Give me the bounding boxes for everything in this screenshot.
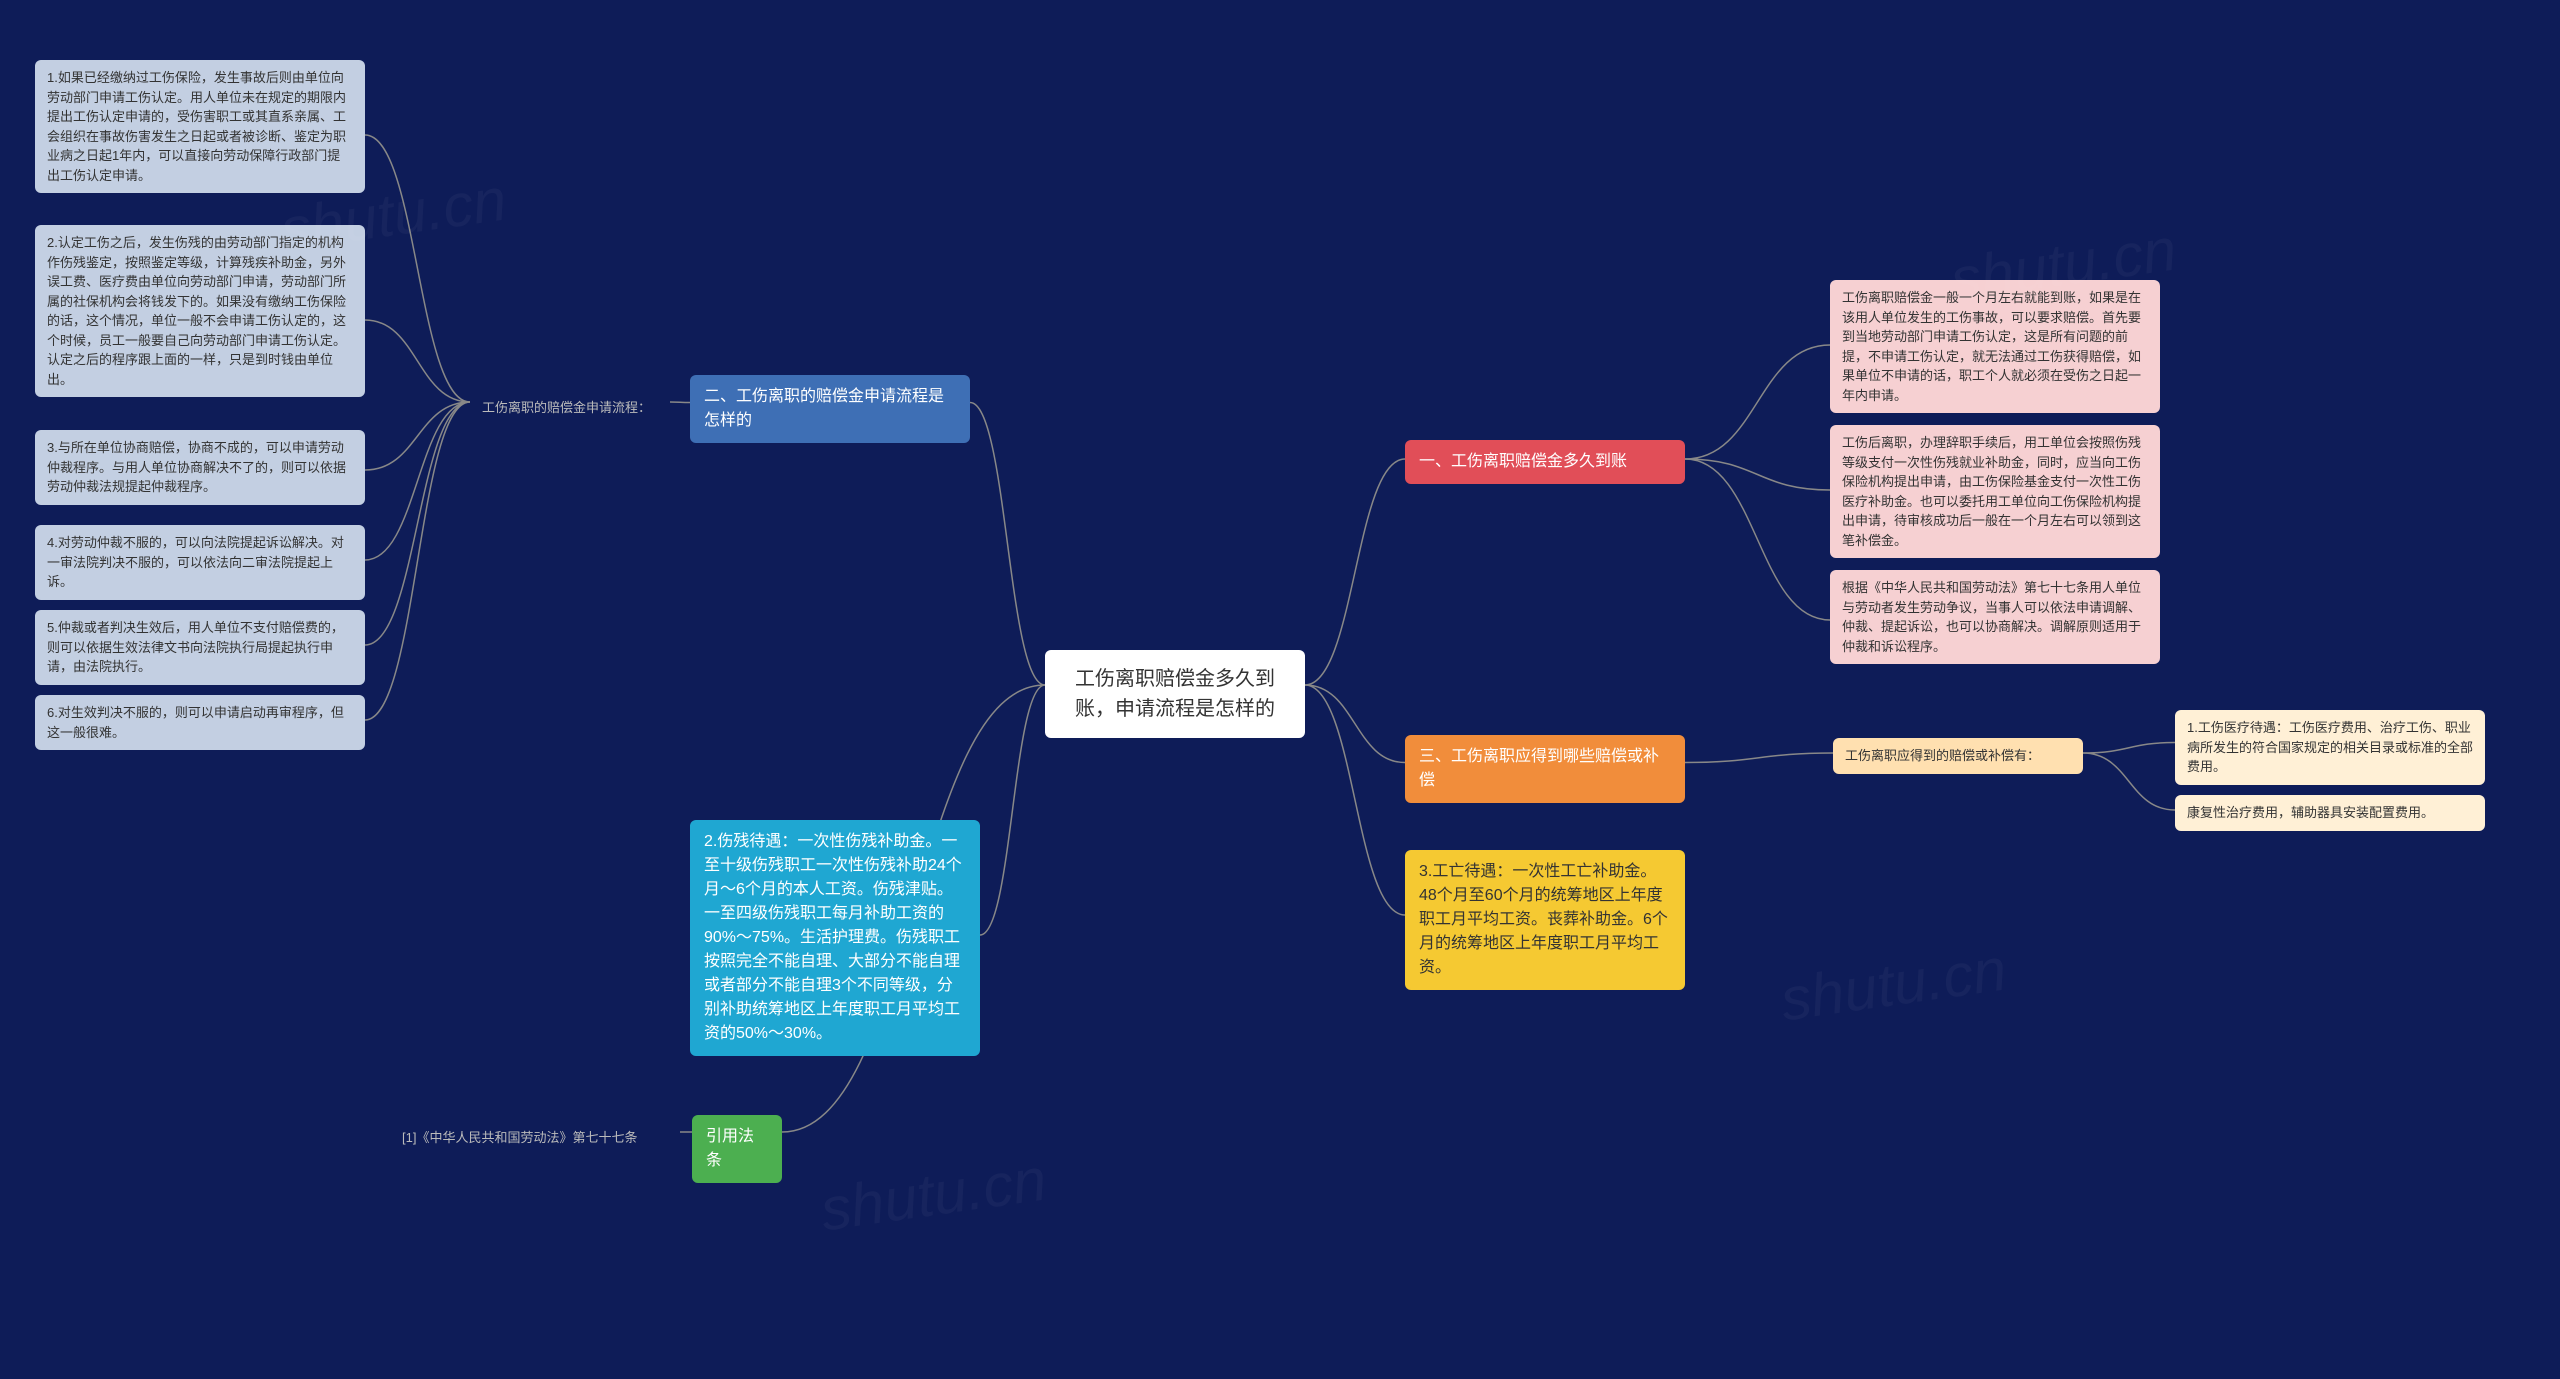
mindmap-node: 工伤离职应得到的赔偿或补偿有： bbox=[1833, 738, 2083, 774]
mindmap-node: 引用法条 bbox=[692, 1115, 782, 1183]
watermark: shutu.cn bbox=[816, 1145, 1050, 1245]
branch-sublabel: [1]《中华人民共和国劳动法》第七十七条 bbox=[390, 1120, 680, 1156]
mindmap-node: 三、工伤离职应得到哪些赔偿或补偿 bbox=[1405, 735, 1685, 803]
mindmap-node: 3.工亡待遇：一次性工亡补助金。48个月至60个月的统筹地区上年度职工月平均工资… bbox=[1405, 850, 1685, 990]
mindmap-node: 一、工伤离职赔偿金多久到账 bbox=[1405, 440, 1685, 484]
mindmap-node: 康复性治疗费用，辅助器具安装配置费用。 bbox=[2175, 795, 2485, 831]
mindmap-node: 5.仲裁或者判决生效后，用人单位不支付赔偿费的，则可以依据生效法律文书向法院执行… bbox=[35, 610, 365, 685]
mindmap-node: 根据《中华人民共和国劳动法》第七十七条用人单位与劳动者发生劳动争议，当事人可以依… bbox=[1830, 570, 2160, 664]
mindmap-node: 1.如果已经缴纳过工伤保险，发生事故后则由单位向劳动部门申请工伤认定。用人单位未… bbox=[35, 60, 365, 193]
mindmap-node: 工伤离职赔偿金一般一个月左右就能到账，如果是在该用人单位发生的工伤事故，可以要求… bbox=[1830, 280, 2160, 413]
mindmap-node: 二、工伤离职的赔偿金申请流程是怎样的 bbox=[690, 375, 970, 443]
mindmap-node: 2.认定工伤之后，发生伤残的由劳动部门指定的机构作伤残鉴定，按照鉴定等级，计算残… bbox=[35, 225, 365, 397]
mindmap-node: 4.对劳动仲裁不服的，可以向法院提起诉讼解决。对一审法院判决不服的，可以依法向二… bbox=[35, 525, 365, 600]
mindmap-node: 3.与所在单位协商赔偿，协商不成的，可以申请劳动仲裁程序。与用人单位协商解决不了… bbox=[35, 430, 365, 505]
mindmap-node: 6.对生效判决不服的，则可以申请启动再审程序，但这一般很难。 bbox=[35, 695, 365, 750]
mindmap-node: 工伤后离职，办理辞职手续后，用工单位会按照伤残等级支付一次性伤残就业补助金，同时… bbox=[1830, 425, 2160, 558]
mindmap-node: 工伤离职赔偿金多久到账，申请流程是怎样的 bbox=[1045, 650, 1305, 738]
mindmap-node: 2.伤残待遇：一次性伤残补助金。一至十级伤残职工一次性伤残补助24个月～6个月的… bbox=[690, 820, 980, 1056]
branch-sublabel: 工伤离职的赔偿金申请流程： bbox=[470, 390, 670, 426]
watermark: shutu.cn bbox=[1776, 935, 2010, 1035]
mindmap-node: 1.工伤医疗待遇：工伤医疗费用、治疗工伤、职业病所发生的符合国家规定的相关目录或… bbox=[2175, 710, 2485, 785]
